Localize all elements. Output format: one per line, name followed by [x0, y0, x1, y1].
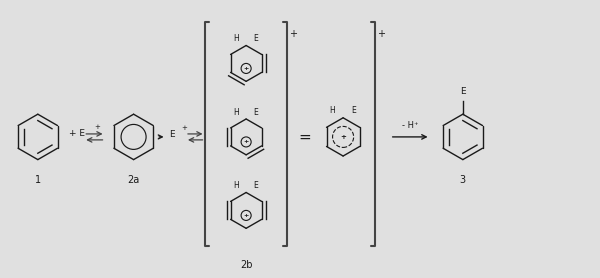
Text: 2a: 2a — [127, 175, 140, 185]
Text: +: + — [340, 134, 346, 140]
Text: +: + — [244, 213, 249, 218]
Text: 3: 3 — [460, 175, 466, 185]
Text: +: + — [244, 140, 249, 145]
Text: +: + — [181, 125, 187, 131]
Text: =: = — [298, 129, 311, 144]
Text: +: + — [289, 29, 297, 39]
Text: +: + — [244, 66, 249, 71]
Text: H: H — [233, 108, 239, 117]
Text: E: E — [351, 106, 356, 115]
Text: H: H — [329, 106, 335, 115]
Text: 1: 1 — [35, 175, 41, 185]
Text: - H⁺: - H⁺ — [402, 121, 418, 130]
Text: E: E — [254, 108, 259, 117]
Text: E: E — [460, 87, 466, 96]
Text: E: E — [254, 181, 259, 190]
Text: + E: + E — [69, 130, 85, 138]
Text: +: + — [95, 124, 101, 130]
Text: +: + — [377, 29, 385, 39]
Text: H: H — [233, 181, 239, 190]
Text: E: E — [169, 130, 175, 139]
Text: H: H — [233, 34, 239, 43]
Text: E: E — [254, 34, 259, 43]
Text: 2b: 2b — [240, 260, 253, 270]
